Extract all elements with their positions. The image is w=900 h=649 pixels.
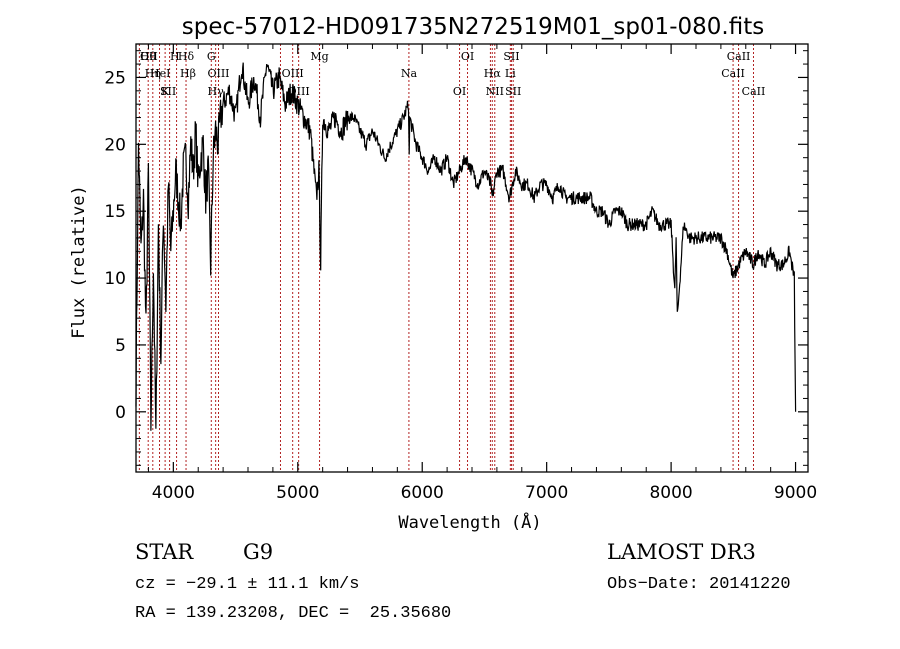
cz-value: cz = −29.1 ± 11.1 km/s — [135, 575, 360, 594]
line-label: Mg — [310, 50, 328, 63]
y-axis-label: Flux (relative) — [69, 185, 89, 339]
class-label: STAR — [135, 540, 194, 564]
line-label: OI — [461, 50, 474, 63]
line-labels: HθHηKHδOIIIHγGOIIIOIIIMgNaOIOIHαNIISIILi… — [140, 50, 765, 98]
chart-title: spec-57012-HD091735N272519M01_sp01-080.f… — [182, 14, 764, 40]
line-label: NII — [486, 85, 504, 98]
line-label: SII — [505, 85, 521, 98]
line-label: OIII — [207, 67, 229, 80]
line-label: Hη — [145, 67, 161, 80]
x-tick-label: 6000 — [401, 483, 444, 503]
obs-date: Obs−Date: 20141220 — [607, 575, 791, 594]
line-label: Hβ — [180, 67, 196, 80]
line-label: CaII — [742, 85, 766, 98]
y-tick-label: 15 — [104, 202, 126, 222]
marker-lines — [138, 44, 754, 472]
line-label: H — [170, 50, 180, 63]
survey-label: LAMOST DR3 — [607, 540, 756, 564]
y-tick-label: 5 — [115, 336, 126, 356]
line-label: HeI — [150, 67, 170, 80]
x-tick-label: 5000 — [276, 483, 319, 503]
y-tick-label: 25 — [104, 68, 126, 88]
line-label: OI — [453, 85, 466, 98]
line-label: G — [207, 50, 216, 63]
line-label: Hα — [484, 67, 502, 80]
line-label: Hθ — [140, 50, 157, 63]
y-tick-label: 0 — [115, 403, 126, 423]
line-label: Hδ — [178, 50, 195, 63]
x-tick-label: 7000 — [525, 483, 568, 503]
line-label: CaII — [727, 50, 751, 63]
subclass-label: G9 — [243, 540, 274, 564]
spectrum-line — [135, 62, 797, 431]
x-axis-label: Wavelength (Å) — [398, 511, 541, 533]
line-label: Hγ — [208, 85, 225, 98]
y-tick-label: 10 — [104, 269, 126, 289]
x-tick-label: 9000 — [774, 483, 817, 503]
x-tick-label: 4000 — [152, 483, 195, 503]
line-label: OII — [140, 50, 158, 63]
coordinates: RA = 139.23208, DEC = 25.35680 — [135, 604, 452, 623]
x-tick-label: 8000 — [649, 483, 692, 503]
line-label: SII — [503, 50, 519, 63]
axis-ticks: 4000 5000 6000 7000 8000 9000 0 5 10 15 20 25 — [104, 44, 817, 503]
line-label: OIII — [282, 67, 304, 80]
line-label: K — [161, 85, 170, 98]
line-label: Li — [505, 67, 516, 80]
line-label: Na — [401, 67, 418, 80]
line-label: CaII — [721, 67, 745, 80]
line-label: SII — [160, 85, 176, 98]
y-tick-label: 20 — [104, 135, 126, 155]
